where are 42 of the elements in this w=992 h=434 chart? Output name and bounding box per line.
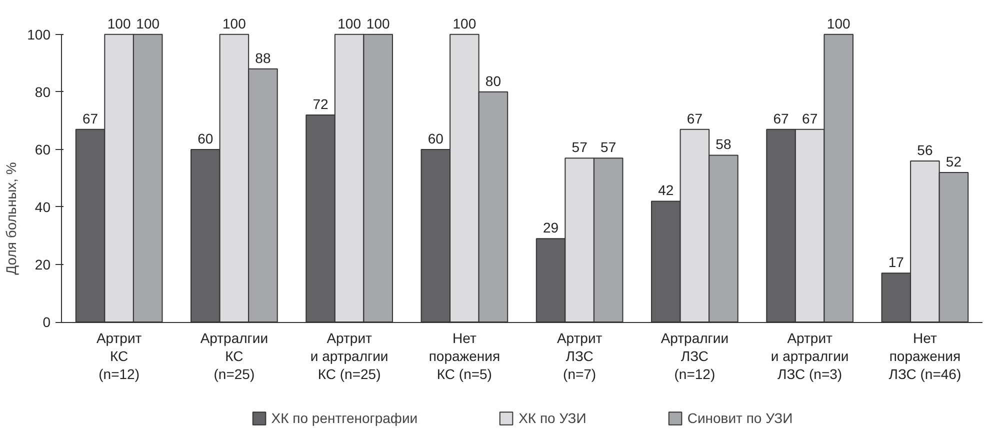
data-label: 100: [222, 15, 246, 32]
x-tick-label: Артрит и артралгии ЛЗС (n=3): [770, 330, 849, 382]
legend-label: ХК по рентгенографии: [271, 410, 418, 426]
x-tick-label: Нет поражения КС (n=5): [428, 330, 500, 382]
y-tick-label: 20: [34, 256, 51, 273]
x-tick-label: Нет поражения ЛЗС (n=46): [888, 330, 962, 382]
y-tick-label: 60: [34, 141, 51, 158]
data-label: 57: [572, 139, 588, 156]
y-tick-label: 80: [34, 84, 51, 100]
x-tick-label: Артрит КС (n=12): [96, 330, 142, 382]
data-label: 52: [946, 153, 962, 170]
x-tick-label: Артралгии КС (n=25): [200, 330, 268, 382]
data-label: 17: [888, 254, 904, 270]
legend-label: ХК по УЗИ: [518, 410, 586, 426]
y-tick-label: 40: [34, 198, 51, 215]
data-label: 29: [542, 220, 559, 236]
data-label: 100: [452, 15, 476, 32]
data-label: 67: [82, 110, 98, 126]
x-tick-label: Артрит ЛЗС (n=7): [556, 330, 603, 382]
data-label: 100: [136, 15, 160, 32]
y-axis-title: Доля больных, %: [3, 162, 20, 275]
data-label: 42: [658, 182, 674, 198]
data-label: 60: [428, 130, 444, 146]
data-label: 67: [773, 110, 790, 126]
data-label: 100: [366, 15, 390, 32]
data-label: 100: [338, 15, 362, 32]
data-label: 57: [600, 139, 616, 156]
data-label: 58: [716, 136, 732, 152]
data-label: 72: [312, 96, 329, 112]
data-label: 100: [826, 15, 850, 32]
x-tick-label: Артрит и артралгии КС (n=25): [310, 330, 388, 382]
data-label: 100: [107, 15, 131, 32]
data-label: 67: [802, 110, 818, 126]
y-tick-label: 0: [42, 314, 51, 330]
x-tick-label: Артралгии ЛЗС (n=12): [660, 330, 729, 382]
data-label: 88: [255, 50, 271, 66]
y-tick-label: 100: [27, 26, 51, 42]
data-label: 80: [485, 72, 502, 89]
data-label: 67: [686, 110, 703, 126]
data-label: 60: [198, 130, 214, 146]
legend-label: Синовит по УЗИ: [687, 410, 793, 426]
data-label: 56: [917, 142, 933, 158]
